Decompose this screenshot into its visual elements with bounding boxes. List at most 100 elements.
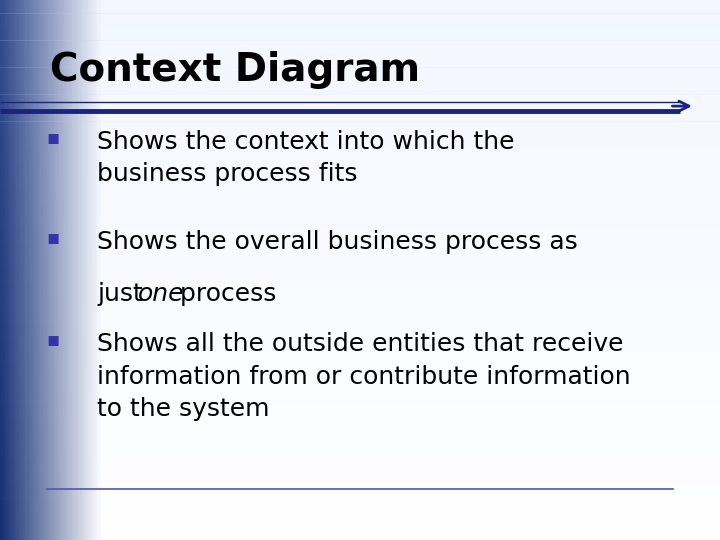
- Bar: [98, 0, 99, 540]
- Bar: [59, 0, 60, 540]
- Bar: [7, 0, 9, 540]
- Bar: [54, 0, 55, 540]
- Bar: [63, 0, 64, 540]
- Bar: [9, 0, 10, 540]
- Bar: [0, 310, 720, 324]
- Bar: [0, 351, 720, 364]
- Bar: [20, 0, 22, 540]
- Bar: [69, 0, 71, 540]
- Bar: [60, 0, 62, 540]
- Bar: [0, 148, 720, 162]
- Text: Shows all the outside entities that receive
information from or contribute infor: Shows all the outside entities that rece…: [97, 332, 631, 421]
- Bar: [4, 0, 5, 540]
- Bar: [40, 0, 42, 540]
- Bar: [43, 0, 44, 540]
- Text: ◾: ◾: [47, 130, 60, 147]
- Bar: [3, 0, 4, 540]
- Bar: [33, 0, 34, 540]
- Bar: [29, 0, 30, 540]
- Bar: [72, 0, 73, 540]
- Bar: [35, 0, 37, 540]
- Bar: [42, 0, 43, 540]
- Bar: [22, 0, 23, 540]
- Bar: [5, 0, 6, 540]
- Bar: [0, 108, 720, 122]
- Bar: [0, 202, 720, 216]
- Bar: [71, 0, 72, 540]
- Bar: [0, 0, 720, 14]
- Text: just: just: [97, 282, 151, 306]
- Bar: [0, 405, 720, 418]
- Bar: [17, 0, 19, 540]
- Bar: [73, 0, 74, 540]
- Bar: [89, 0, 91, 540]
- Bar: [64, 0, 66, 540]
- Bar: [81, 0, 82, 540]
- Bar: [0, 256, 720, 270]
- Bar: [0, 68, 720, 81]
- Bar: [0, 14, 720, 27]
- Text: Shows the context into which the
business process fits: Shows the context into which the busines…: [97, 130, 515, 186]
- Bar: [53, 0, 54, 540]
- Bar: [99, 0, 101, 540]
- Bar: [39, 0, 40, 540]
- Bar: [34, 0, 35, 540]
- Bar: [0, 54, 720, 68]
- Bar: [0, 297, 720, 310]
- Bar: [0, 378, 720, 392]
- Bar: [0, 27, 720, 40]
- Bar: [10, 0, 12, 540]
- Bar: [0, 162, 720, 176]
- Bar: [0, 189, 720, 202]
- Bar: [94, 0, 96, 540]
- Bar: [0, 122, 720, 135]
- Bar: [67, 0, 68, 540]
- Bar: [0, 135, 720, 148]
- Bar: [0, 270, 720, 284]
- Bar: [0, 284, 720, 297]
- Bar: [15, 0, 17, 540]
- Bar: [0, 446, 720, 459]
- Bar: [0, 40, 720, 54]
- Bar: [96, 0, 97, 540]
- Bar: [66, 0, 67, 540]
- Bar: [77, 0, 78, 540]
- Bar: [50, 0, 52, 540]
- Bar: [0, 526, 720, 540]
- Bar: [0, 459, 720, 472]
- Bar: [79, 0, 81, 540]
- Bar: [6, 0, 7, 540]
- Bar: [27, 0, 28, 540]
- Bar: [87, 0, 89, 540]
- Bar: [55, 0, 57, 540]
- Bar: [24, 0, 25, 540]
- Bar: [23, 0, 24, 540]
- Text: ◾: ◾: [47, 332, 60, 350]
- Bar: [0, 392, 720, 405]
- Bar: [97, 0, 99, 540]
- Bar: [91, 0, 92, 540]
- Bar: [62, 0, 63, 540]
- Text: one: one: [138, 282, 185, 306]
- Bar: [74, 0, 76, 540]
- Bar: [92, 0, 94, 540]
- Bar: [0, 472, 720, 486]
- Bar: [68, 0, 69, 540]
- Bar: [0, 324, 720, 338]
- Bar: [44, 0, 45, 540]
- Bar: [19, 0, 20, 540]
- Bar: [0, 500, 720, 513]
- Bar: [0, 418, 720, 432]
- Bar: [52, 0, 53, 540]
- Bar: [45, 0, 47, 540]
- Bar: [0, 230, 720, 243]
- Bar: [38, 0, 39, 540]
- Text: Shows the overall business process as: Shows the overall business process as: [97, 230, 578, 253]
- Bar: [0, 513, 720, 526]
- Bar: [0, 486, 720, 500]
- Bar: [58, 0, 59, 540]
- Bar: [13, 0, 14, 540]
- Bar: [1, 0, 3, 540]
- Bar: [0, 81, 720, 94]
- Text: Context Diagram: Context Diagram: [50, 51, 420, 89]
